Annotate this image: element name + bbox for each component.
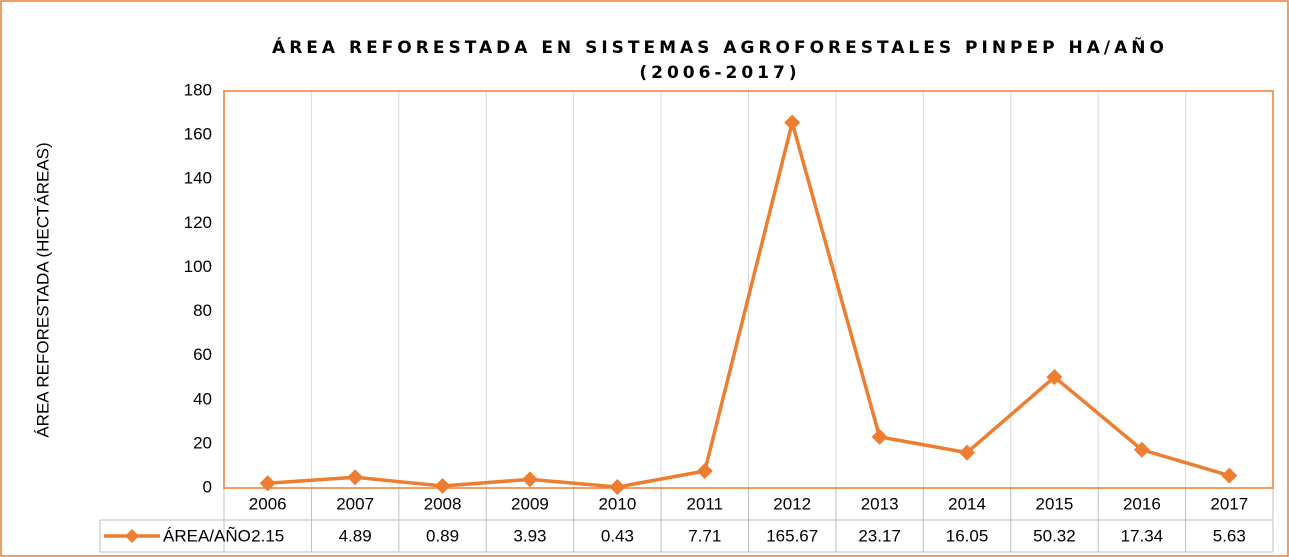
x-tick-label: 2006 (249, 494, 287, 513)
table-value: 50.32 (1033, 526, 1076, 545)
table-value: 3.93 (513, 526, 546, 545)
x-tick-label: 2010 (598, 494, 636, 513)
x-tick-label: 2007 (336, 494, 374, 513)
data-point (609, 479, 626, 496)
data-point (784, 114, 801, 131)
data-point (434, 478, 451, 495)
y-tick-label: 40 (193, 389, 212, 408)
table-value: 23.17 (858, 526, 901, 545)
data-point (259, 475, 276, 492)
table-value: 165.67 (766, 526, 818, 545)
x-tick-label: 2016 (1123, 494, 1161, 513)
x-tick-label: 2013 (861, 494, 899, 513)
x-tick-label: 2014 (948, 494, 986, 513)
y-tick-label: 160 (184, 125, 212, 144)
y-tick-label: 0 (203, 477, 212, 496)
table-value: 7.71 (688, 526, 721, 545)
data-point (696, 462, 713, 479)
chart-title: (2006-2017) (639, 63, 800, 83)
x-tick-label: 2011 (687, 494, 724, 513)
y-tick-label: 100 (184, 257, 212, 276)
x-tick-label: 2009 (511, 494, 549, 513)
data-point (1046, 369, 1063, 386)
data-point (1133, 441, 1150, 458)
data-point (521, 471, 538, 488)
table-value: 2.15 (251, 526, 284, 545)
y-tick-label: 120 (184, 213, 212, 232)
table-value: 16.05 (946, 526, 989, 545)
data-point (871, 428, 888, 445)
y-tick-label: 140 (184, 169, 212, 188)
x-tick-label: 2012 (773, 494, 811, 513)
table-value: 0.43 (601, 526, 634, 545)
data-point (1221, 467, 1238, 484)
data-line (267, 120, 1230, 489)
table-value: 5.63 (1213, 526, 1246, 545)
plot-border (223, 90, 1274, 489)
data-point (347, 469, 364, 486)
y-tick-label: 60 (193, 345, 212, 364)
table-value: 0.89 (426, 526, 459, 545)
table-value: 4.89 (339, 526, 372, 545)
x-tick-label: 2008 (424, 494, 462, 513)
legend-label: ÁREA/AÑO (163, 526, 251, 545)
y-axis-label: ÁREA REFORESTADA (HECTÁREAS) (33, 142, 52, 437)
table-value: 17.34 (1121, 526, 1164, 545)
chart-title: ÁREA REFORESTADA EN SISTEMAS AGROFORESTA… (272, 35, 1168, 58)
data-point (959, 444, 976, 461)
legend-swatch (125, 529, 139, 543)
y-tick-label: 80 (193, 301, 212, 320)
x-tick-label: 2017 (1210, 494, 1248, 513)
y-tick-label: 180 (184, 80, 212, 99)
y-tick-label: 20 (193, 433, 212, 452)
x-tick-label: 2015 (1036, 494, 1074, 513)
